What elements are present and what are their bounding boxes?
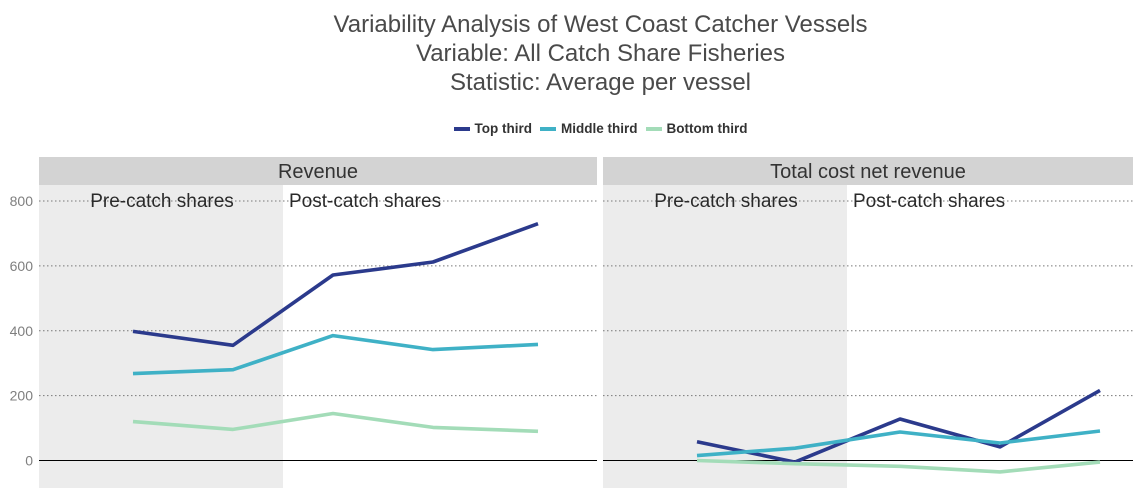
legend-label-bottom-third: Bottom third — [666, 121, 748, 136]
legend-item-bottom-third: Bottom third — [645, 121, 748, 136]
legend: Top third Middle third Bottom third — [0, 121, 1133, 136]
legend-item-middle-third: Middle third — [540, 121, 638, 136]
y-tick-label-0: 0 — [25, 453, 33, 469]
panel-title-revenue: Revenue — [278, 161, 358, 183]
period-label-pre-total-cost-net-revenue: Pre-catch shares — [654, 191, 798, 212]
y-tick-label-800: 800 — [10, 193, 34, 209]
pre-catch-region-total-cost-net-revenue — [603, 185, 847, 488]
post-catch-region-total-cost-net-revenue — [847, 185, 1133, 488]
period-label-post-revenue: Post-catch shares — [289, 191, 441, 212]
title-line-2: Variable: All Catch Share Fisheries — [415, 40, 786, 67]
legend-swatch-bottom-third — [645, 126, 662, 131]
title-line-1: Variability Analysis of West Coast Catch… — [333, 11, 868, 38]
title-line-3: Statistic: Average per vessel — [449, 69, 752, 96]
panel-strip-revenue — [39, 157, 597, 185]
panel-title-total-cost-net-revenue: Total cost net revenue — [770, 161, 966, 183]
legend-item-top-third: Top third — [453, 121, 532, 136]
legend-label-middle-third: Middle third — [561, 121, 638, 136]
chart-title: Variability Analysis of West Coast Catch… — [0, 10, 1133, 97]
legend-swatch-middle-third — [540, 126, 556, 131]
period-label-post-total-cost-net-revenue: Post-catch shares — [853, 191, 1005, 212]
panel-strip-total-cost-net-revenue — [603, 157, 1133, 185]
y-tick-label-600: 600 — [10, 258, 34, 274]
legend-label-top-third: Top third — [474, 121, 532, 136]
legend-swatch-top-third — [453, 126, 470, 131]
period-label-pre-revenue: Pre-catch shares — [90, 191, 234, 212]
y-tick-label-200: 200 — [10, 388, 34, 404]
y-tick-label-400: 400 — [10, 323, 34, 339]
